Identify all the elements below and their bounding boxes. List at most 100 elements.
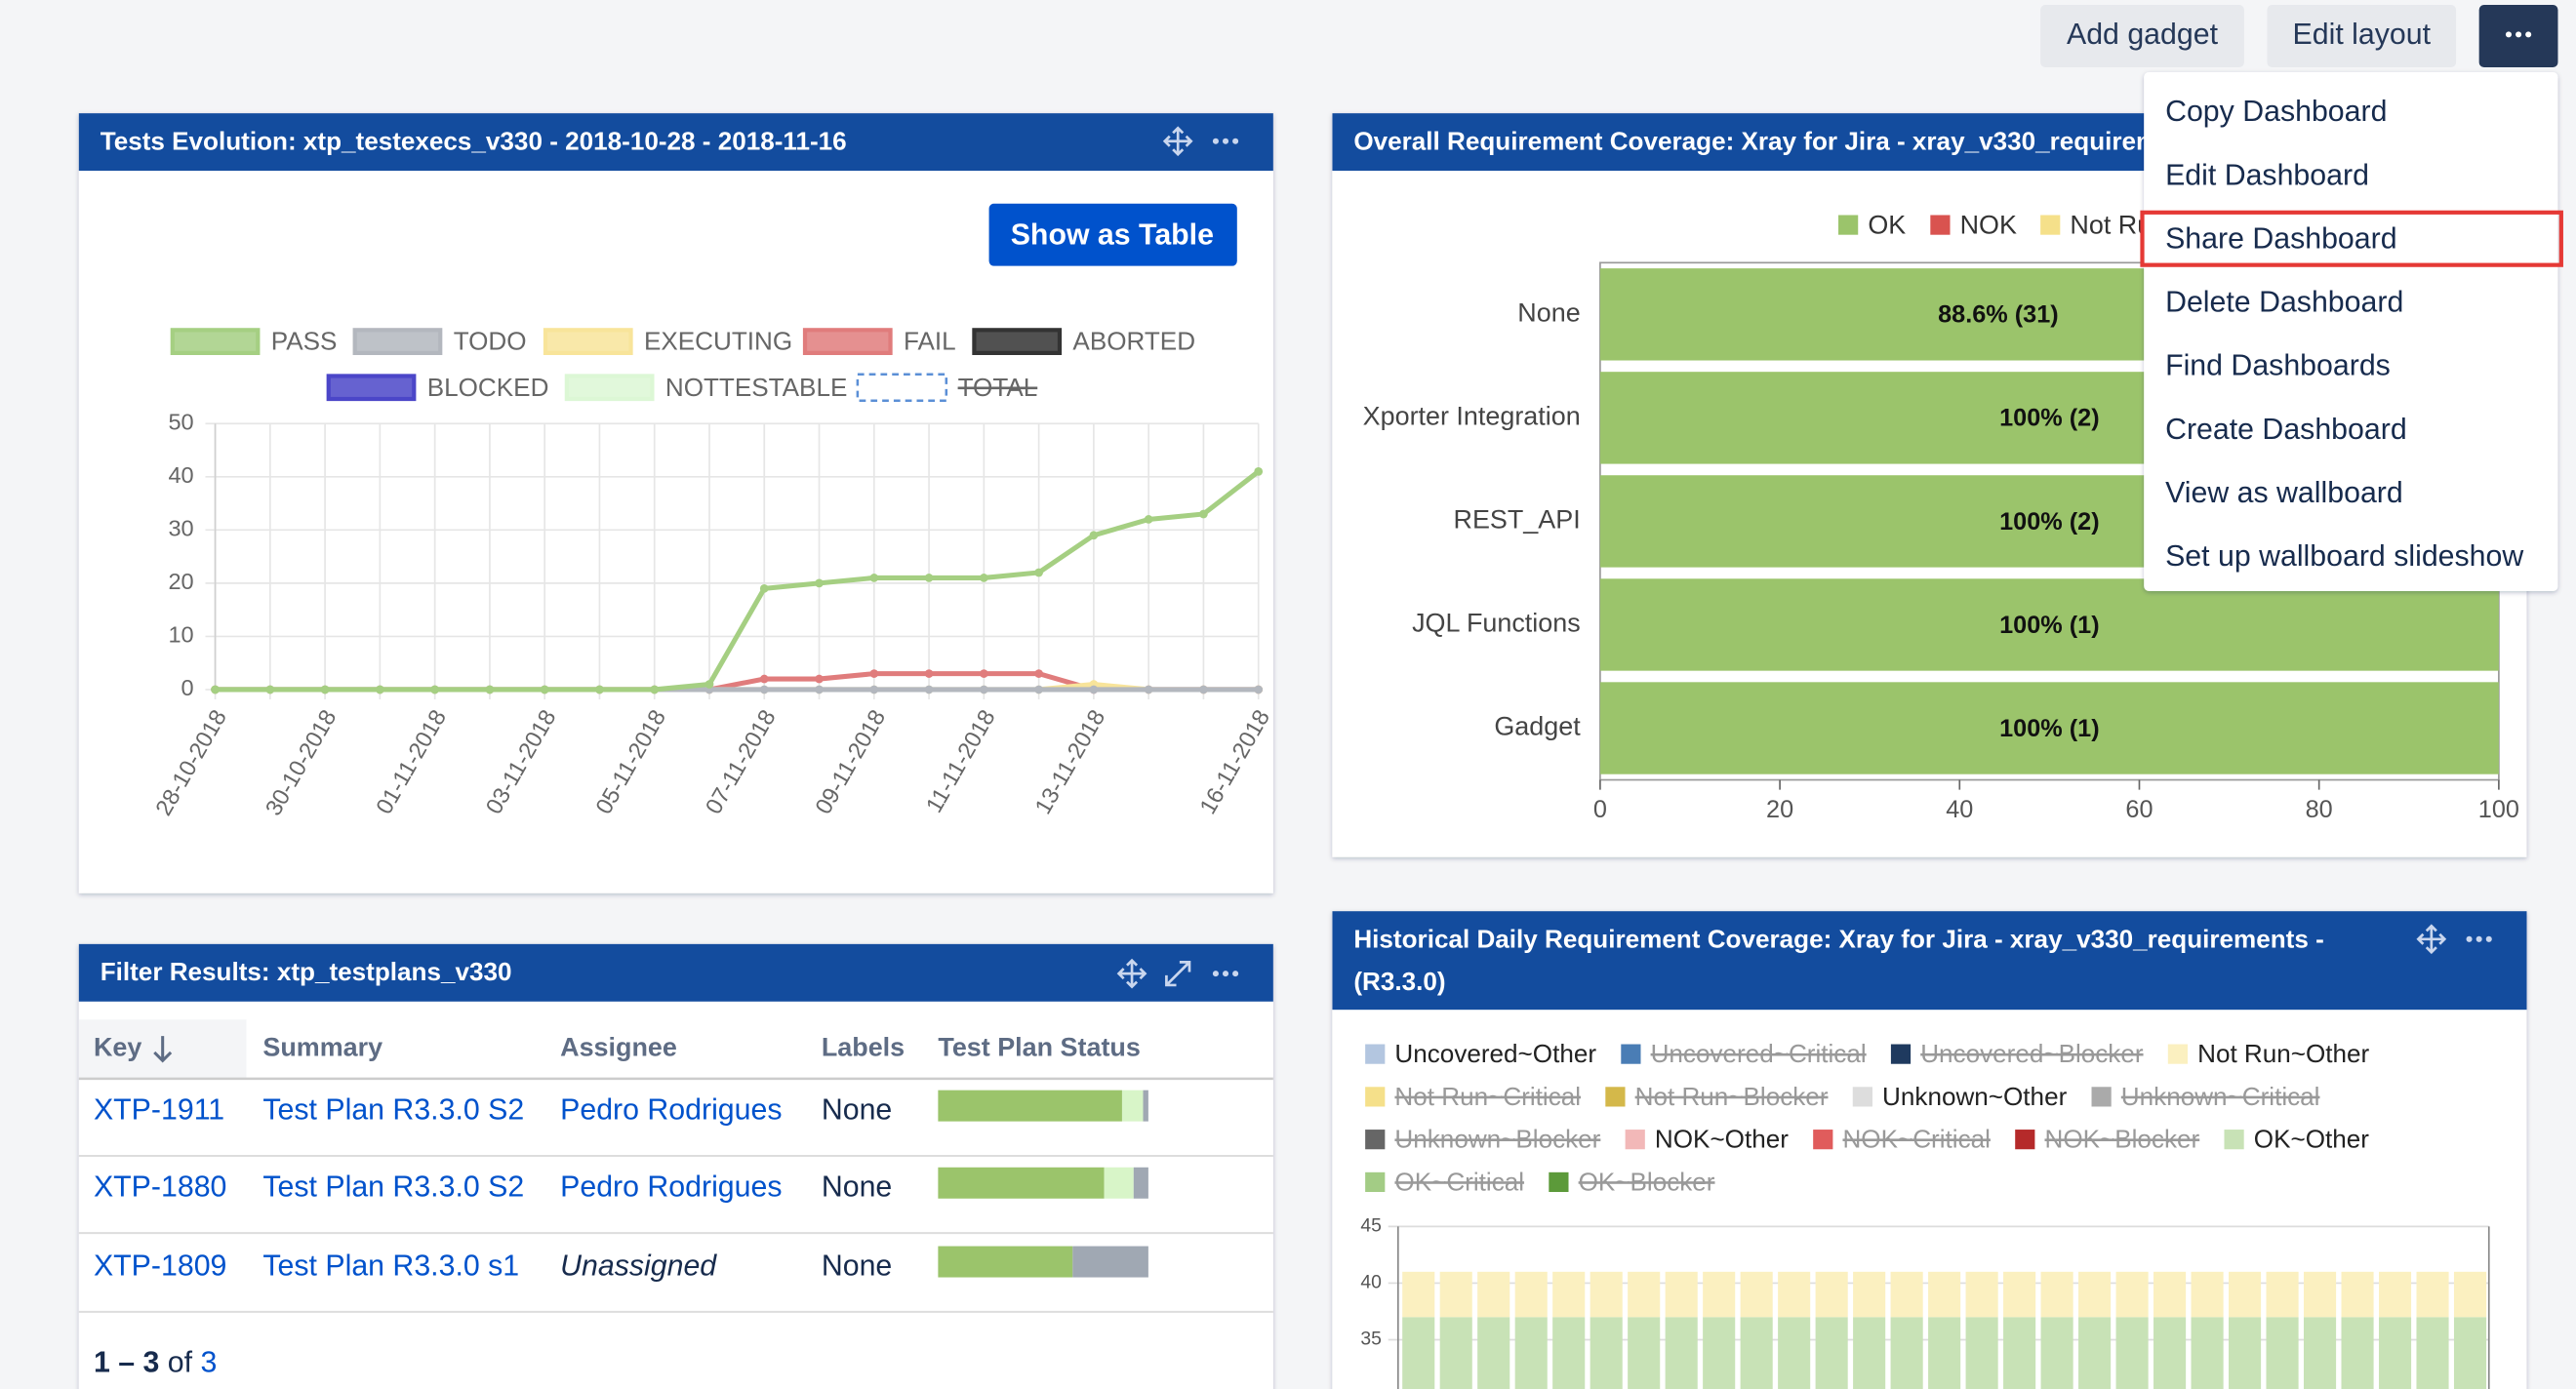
legend-label[interactable]: Unknown~Blocker <box>1394 1125 1600 1154</box>
move-icon[interactable] <box>1116 958 1147 989</box>
move-icon[interactable] <box>1162 126 1193 157</box>
legend-label[interactable]: NOK <box>1960 210 2017 239</box>
legend-swatch[interactable] <box>543 328 633 355</box>
more-icon[interactable] <box>1212 971 1239 977</box>
legend-swatch[interactable] <box>1365 1087 1386 1107</box>
legend-swatch[interactable] <box>352 328 443 355</box>
menu-item[interactable]: Edit Dashboard <box>2165 159 2369 191</box>
more-icon[interactable] <box>1212 138 1239 144</box>
issue-key[interactable]: XTP-1911 <box>94 1094 224 1127</box>
legend-swatch[interactable] <box>2091 1087 2112 1107</box>
bar-segment <box>1815 1317 1848 1389</box>
column-header[interactable]: Summary <box>262 1033 382 1062</box>
column-header[interactable]: Assignee <box>560 1033 677 1062</box>
menu-item[interactable]: Delete Dashboard <box>2165 287 2403 319</box>
issue-summary[interactable]: Test Plan R3.3.0 S2 <box>262 1094 524 1127</box>
issue-key[interactable]: XTP-1880 <box>94 1171 226 1204</box>
legend-swatch[interactable] <box>972 328 1063 355</box>
toolbar-button[interactable] <box>2267 5 2457 68</box>
legend-label[interactable]: Unknown~Critical <box>2121 1082 2320 1111</box>
bar-segment <box>2303 1317 2337 1389</box>
legend-swatch[interactable] <box>1625 1130 1645 1150</box>
show-table-label[interactable]: Show as Table <box>1011 218 1214 251</box>
legend-label[interactable]: NOK~Other <box>1655 1125 1789 1154</box>
legend-swatch[interactable] <box>2167 1044 2189 1064</box>
legend-swatch[interactable] <box>170 328 261 355</box>
legend-swatch[interactable] <box>2015 1130 2035 1150</box>
y-tick-label: 45 <box>1360 1214 1382 1236</box>
legend-swatch[interactable] <box>2040 215 2061 235</box>
legend-swatch[interactable] <box>802 328 893 355</box>
legend-label[interactable]: NOTTESTABLE <box>665 373 847 402</box>
menu-item[interactable]: Set up wallboard slideshow <box>2165 540 2523 573</box>
legend-label[interactable]: Unknown~Other <box>1882 1082 2068 1111</box>
legend-label[interactable]: Not Run~Other <box>2197 1039 2369 1068</box>
legend-swatch[interactable] <box>1365 1044 1386 1064</box>
y-category-label: Xporter Integration <box>1363 401 1581 430</box>
legend-label[interactable]: EXECUTING <box>644 327 792 356</box>
legend-swatch[interactable] <box>1890 1044 1912 1064</box>
legend-label[interactable]: Not Run~Blocker <box>1635 1082 1829 1111</box>
legend-label[interactable]: Not Run~Critical <box>1394 1082 1581 1111</box>
legend-swatch[interactable] <box>1605 1087 1626 1107</box>
legend-swatch[interactable] <box>1852 1087 1872 1107</box>
gadget-title: (R3.3.0) <box>1353 967 1445 996</box>
legend-swatch[interactable] <box>1621 1044 1641 1064</box>
dot <box>1222 138 1229 144</box>
legend-swatch[interactable] <box>1365 1171 1386 1193</box>
y-tick-label: 50 <box>168 409 193 434</box>
legend-label[interactable]: Uncovered~Other <box>1394 1039 1596 1068</box>
legend-swatch[interactable] <box>1813 1130 1833 1150</box>
legend-swatch[interactable] <box>326 374 417 402</box>
assignee[interactable]: Pedro Rodrigues <box>560 1171 782 1204</box>
menu-item[interactable]: Create Dashboard <box>2165 414 2407 446</box>
expand-icon[interactable] <box>1165 961 1191 987</box>
series-point <box>595 685 604 694</box>
status-segment <box>1104 1167 1134 1199</box>
legend-label[interactable]: OK~Other <box>2254 1125 2369 1154</box>
legend-swatch[interactable] <box>1930 215 1951 235</box>
column-header[interactable]: Key <box>94 1033 141 1062</box>
legend-label[interactable]: BLOCKED <box>427 373 549 402</box>
legend-label[interactable]: TOTAL <box>958 373 1038 402</box>
legend-label[interactable]: Uncovered~Blocker <box>1920 1039 2144 1068</box>
issue-summary[interactable]: Test Plan R3.3.0 s1 <box>262 1250 519 1282</box>
legend-label[interactable]: OK~Blocker <box>1579 1167 1715 1196</box>
show-table-button[interactable] <box>988 203 1237 266</box>
more-icon[interactable] <box>2505 31 2532 38</box>
column-header[interactable]: Test Plan Status <box>938 1033 1140 1062</box>
legend-label[interactable]: ABORTED <box>1072 327 1195 356</box>
legend-label[interactable]: NOK~Critical <box>1842 1125 1990 1154</box>
legend-swatch[interactable] <box>564 374 655 402</box>
assignee[interactable]: Pedro Rodrigues <box>560 1094 782 1127</box>
toolbar-button-label[interactable]: Edit layout <box>2293 19 2432 51</box>
bar-segment <box>1590 1317 1623 1389</box>
move-icon[interactable] <box>2416 924 2447 955</box>
issue-summary[interactable]: Test Plan R3.3.0 S2 <box>262 1171 524 1204</box>
legend-swatch[interactable] <box>1838 215 1859 235</box>
menu-item[interactable]: Share Dashboard <box>2165 222 2397 255</box>
issue-key[interactable]: XTP-1809 <box>94 1250 226 1282</box>
legend-label[interactable]: NOK~Blocker <box>2045 1125 2200 1154</box>
bar-segment <box>1439 1317 1472 1389</box>
legend-swatch[interactable] <box>856 373 948 402</box>
legend-label[interactable]: Uncovered~Critical <box>1651 1039 1867 1068</box>
legend-swatch[interactable] <box>1365 1130 1386 1150</box>
gadget-panel <box>78 943 1273 1389</box>
legend-label[interactable]: PASS <box>271 327 338 356</box>
legend-label[interactable]: OK~Critical <box>1394 1167 1524 1196</box>
labels: None <box>822 1094 892 1127</box>
menu-item[interactable]: Find Dashboards <box>2165 350 2391 382</box>
toolbar-button[interactable] <box>2040 5 2244 68</box>
legend-swatch[interactable] <box>1549 1171 1569 1193</box>
legend-label[interactable]: OK <box>1868 210 1906 239</box>
legend-swatch[interactable] <box>2224 1130 2244 1150</box>
menu-item[interactable]: View as wallboard <box>2165 477 2403 509</box>
legend-label[interactable]: TODO <box>454 327 527 356</box>
series-point <box>1144 515 1153 524</box>
more-icon[interactable] <box>2466 935 2492 942</box>
toolbar-button-label[interactable]: Add gadget <box>2067 19 2219 51</box>
legend-label[interactable]: FAIL <box>904 327 956 356</box>
column-header[interactable]: Labels <box>822 1033 905 1062</box>
menu-item[interactable]: Copy Dashboard <box>2165 96 2387 128</box>
